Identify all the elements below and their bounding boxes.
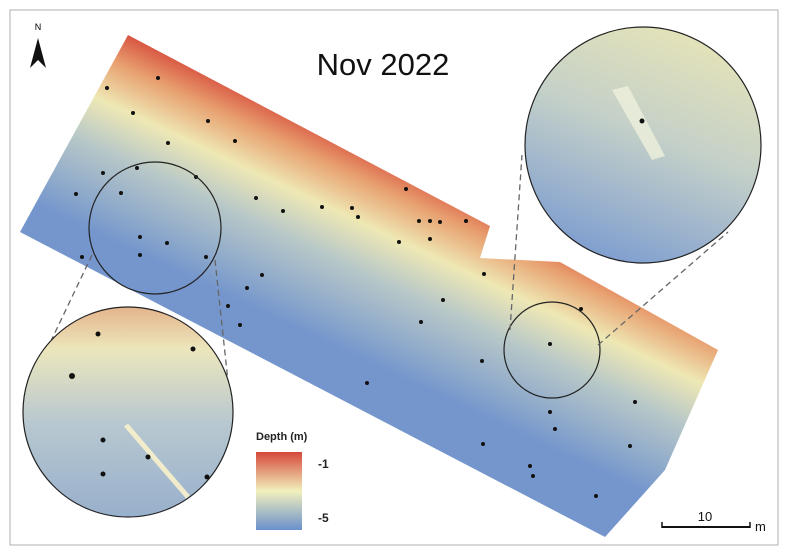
sample-points (74, 76, 637, 498)
inset-top-right (524, 26, 762, 264)
scale-length: 10 (698, 509, 712, 524)
map-title: Nov 2022 (317, 47, 450, 82)
inset-bottom-left (22, 306, 234, 518)
legend-title: Depth (m) (256, 431, 308, 443)
legend-min: -5 (318, 511, 329, 525)
legend: Depth (m) -1 -5 (256, 431, 329, 530)
focus-circle (88, 161, 222, 295)
north-label: N (35, 22, 42, 32)
focus-circle (503, 301, 601, 399)
scale-bar: 10 m (661, 509, 766, 534)
legend-ramp (256, 452, 302, 530)
north-arrow: N (30, 22, 46, 68)
scale-unit: m (755, 519, 766, 534)
survey-area (20, 35, 718, 537)
legend-max: -1 (318, 457, 329, 471)
